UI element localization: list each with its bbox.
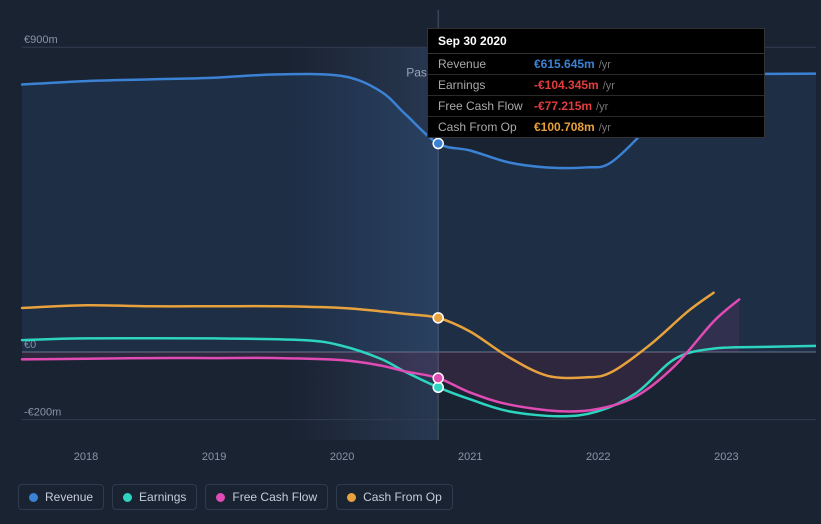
tooltip-suffix: /yr <box>603 80 615 92</box>
tooltip-metric-value: €100.708m <box>534 120 595 134</box>
legend-label: Revenue <box>45 490 93 504</box>
legend-dot-icon <box>123 493 132 502</box>
tooltip-metric-value: -€77.215m <box>534 99 592 113</box>
legend-dot-icon <box>29 493 38 502</box>
legend-item-fcf[interactable]: Free Cash Flow <box>205 484 328 510</box>
tooltip-metric-label: Free Cash Flow <box>438 99 534 113</box>
svg-text:2022: 2022 <box>586 451 610 463</box>
tooltip-row: Cash From Op€100.708m/yr <box>428 117 764 137</box>
svg-text:2019: 2019 <box>202 451 226 463</box>
tooltip-suffix: /yr <box>599 122 611 134</box>
legend-item-cfo[interactable]: Cash From Op <box>336 484 453 510</box>
tooltip-metric-value: €615.645m <box>534 57 595 71</box>
tooltip-row: Earnings-€104.345m/yr <box>428 75 764 96</box>
legend-dot-icon <box>347 493 356 502</box>
chart-legend: Revenue Earnings Free Cash Flow Cash From O… <box>18 484 453 510</box>
legend-label: Earnings <box>139 490 186 504</box>
svg-text:€900m: €900m <box>24 34 58 46</box>
tooltip-row: Revenue€615.645m/yr <box>428 54 764 75</box>
svg-text:2018: 2018 <box>74 451 98 463</box>
hover-tooltip: Sep 30 2020 Revenue€615.645m/yrEarnings-… <box>427 28 765 138</box>
svg-text:-€200m: -€200m <box>24 407 61 419</box>
tooltip-metric-label: Earnings <box>438 78 534 92</box>
svg-text:2023: 2023 <box>714 451 738 463</box>
legend-label: Cash From Op <box>363 490 442 504</box>
legend-item-earnings[interactable]: Earnings <box>112 484 197 510</box>
tooltip-metric-value: -€104.345m <box>534 78 599 92</box>
tooltip-date: Sep 30 2020 <box>428 29 764 54</box>
svg-text:2020: 2020 <box>330 451 354 463</box>
tooltip-suffix: /yr <box>599 59 611 71</box>
tooltip-row: Free Cash Flow-€77.215m/yr <box>428 96 764 117</box>
tooltip-suffix: /yr <box>596 101 608 113</box>
svg-text:2021: 2021 <box>458 451 482 463</box>
legend-item-revenue[interactable]: Revenue <box>18 484 104 510</box>
legend-label: Free Cash Flow <box>232 490 317 504</box>
tooltip-metric-label: Revenue <box>438 57 534 71</box>
tooltip-metric-label: Cash From Op <box>438 120 534 134</box>
legend-dot-icon <box>216 493 225 502</box>
